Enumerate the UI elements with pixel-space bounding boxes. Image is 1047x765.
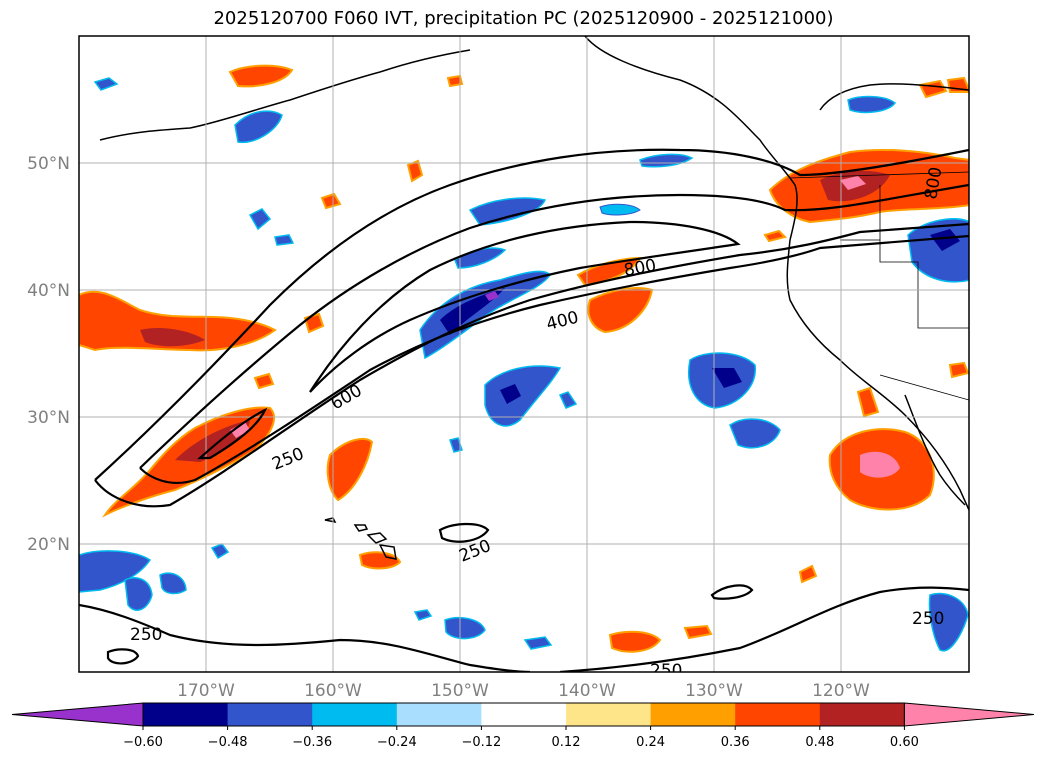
borders xyxy=(789,171,969,401)
lon-label: 120°W xyxy=(812,681,870,701)
lat-label: 40°N xyxy=(27,281,70,301)
colorbar-frame xyxy=(142,702,905,727)
negative-precip-patches xyxy=(79,77,969,652)
colorbar-segment xyxy=(312,703,398,726)
lat-label: 20°N xyxy=(27,535,70,555)
colorbar-tick-label: −0.36 xyxy=(292,735,332,750)
colorbar: −0.60 −0.48 −0.36 −0.24 −0.12 0.12 0.24 0.36 0.4… xyxy=(11,702,1035,750)
colorbar-tick-label: 0.24 xyxy=(636,735,665,750)
ivt-contours xyxy=(79,148,969,672)
plot-frame xyxy=(78,35,970,673)
colorbar-tick-label: 0.48 xyxy=(805,735,834,750)
contour-label-250: 250 xyxy=(912,609,944,629)
hawaii-islands xyxy=(324,517,397,560)
colorbar-segment xyxy=(396,703,482,726)
map-content: 800 400 600 250 250 250 250 250 800 xyxy=(79,36,969,681)
coastlines xyxy=(99,36,969,511)
lat-label: 50°N xyxy=(27,154,70,174)
colorbar-tick-label: −0.48 xyxy=(208,735,248,750)
lat-label: 30°N xyxy=(27,408,70,428)
lon-label: 140°W xyxy=(558,681,616,701)
colorbar-segment xyxy=(481,703,567,726)
contour-label-250: 250 xyxy=(130,625,162,645)
lon-label: 170°W xyxy=(177,681,235,701)
colorbar-extend-low xyxy=(11,702,144,727)
colorbar-tick-label: −0.24 xyxy=(377,735,417,750)
map-title: 2025120700 F060 IVT, precipitation PC (2… xyxy=(213,8,834,29)
colorbar-tick-label: −0.60 xyxy=(123,735,163,750)
colorbar-segment xyxy=(735,703,821,726)
colorbar-tick-label: 0.36 xyxy=(721,735,750,750)
plot-area xyxy=(79,36,969,672)
latitude-labels: 50°N 40°N 30°N 20°N xyxy=(27,154,70,555)
gridlines xyxy=(79,36,969,672)
longitude-labels: 170°W 160°W 150°W 140°W 130°W 120°W xyxy=(177,681,870,701)
colorbar-segment xyxy=(143,703,229,726)
colorbar-segment xyxy=(227,703,313,726)
colorbar-segment xyxy=(819,703,905,726)
colorbar-extend-high xyxy=(903,702,1035,727)
colorbar-tick-label: 0.60 xyxy=(890,735,919,750)
colorbar-tick-label: −0.12 xyxy=(461,735,501,750)
colorbar-segment xyxy=(566,703,652,726)
lon-label: 130°W xyxy=(685,681,743,701)
lon-label: 160°W xyxy=(304,681,362,701)
contour-label-250: 250 xyxy=(650,661,682,681)
colorbar-segment xyxy=(650,703,736,726)
positive-precip-patches xyxy=(79,64,969,653)
colorbar-tick-label: 0.12 xyxy=(552,735,581,750)
lon-label: 150°W xyxy=(431,681,489,701)
